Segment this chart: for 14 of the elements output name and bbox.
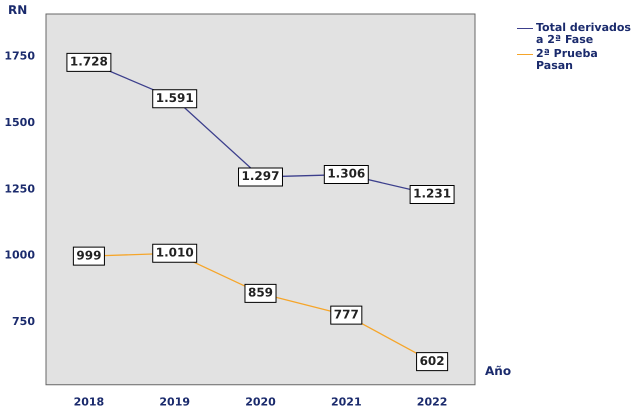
x-tick-label: 2022 xyxy=(416,395,448,408)
y-tick-label: 1000 xyxy=(4,248,36,262)
y-tick-label: 1500 xyxy=(4,116,36,129)
y-tick-label: 1250 xyxy=(4,182,36,196)
x-tick-label: 2018 xyxy=(74,395,104,408)
x-tick-label: 2021 xyxy=(330,395,362,408)
y-tick-label: 1750 xyxy=(4,49,36,62)
y-axis-title: RN xyxy=(8,3,28,17)
legend-label: Total derivados a 2ª Fase xyxy=(536,21,632,46)
x-tick-label: 2020 xyxy=(245,395,276,408)
x-tick-label: 2019 xyxy=(159,395,190,408)
y-tick-label: 750 xyxy=(12,315,36,328)
legend-label: 2ª Prueba Pasan xyxy=(536,47,599,72)
x-axis-title: Año xyxy=(485,364,512,378)
